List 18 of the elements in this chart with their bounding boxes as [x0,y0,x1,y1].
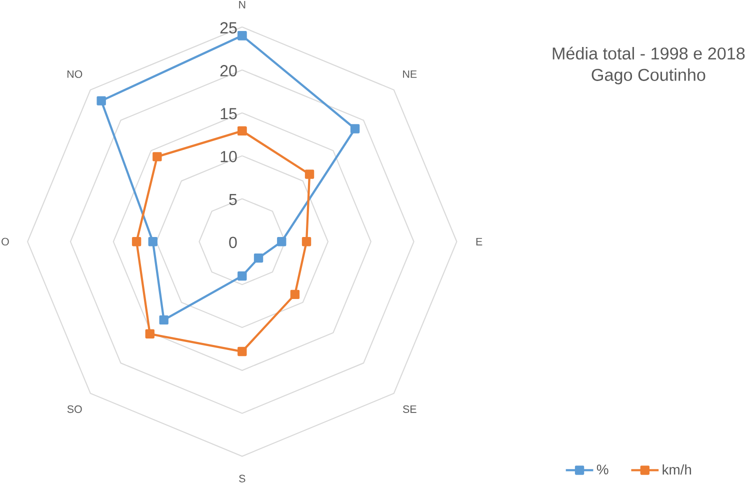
legend-label: % [596,464,608,474]
spoke-label: N [239,0,246,8]
y-tick-label: 5 [229,194,237,205]
spoke-label: SE [403,405,416,413]
spoke-label: SO [67,405,82,413]
legend-label: km/h [662,464,692,474]
spoke-label: S [239,474,246,482]
y-tick-label: 10 [220,150,237,162]
y-tick-label: 25 [220,22,237,34]
y-tick-label: 0 [229,236,237,248]
y-tick-label: 20 [220,64,237,76]
text: Média total - 1998 e 2018 [552,46,745,60]
spoke-label: NE [403,70,417,78]
spoke-label: E [476,238,482,246]
spoke-label: O [2,238,9,246]
spoke-label: NO [67,70,82,78]
text: Gago Coutinho [592,68,706,84]
y-tick-label: 15 [220,108,237,120]
